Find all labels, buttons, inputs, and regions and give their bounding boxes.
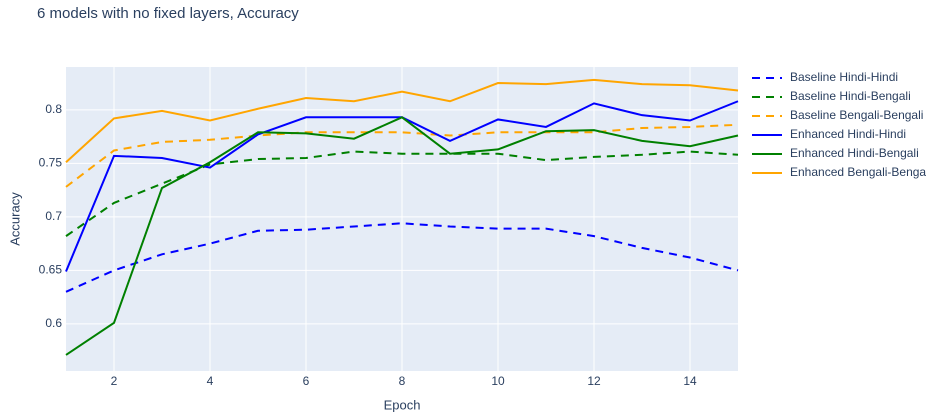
chart-title: 6 models with no fixed layers, Accuracy — [37, 5, 299, 22]
legend-label: Enhanced Bengali-Bengali — [790, 165, 926, 179]
legend-label: Enhanced Hindi-Hindi — [790, 127, 906, 141]
y-tick-label: 0.6 — [45, 316, 62, 330]
y-tick-label: 0.7 — [45, 209, 62, 223]
legend-label: Baseline Hindi-Bengali — [790, 89, 911, 103]
x-tick-label: 14 — [683, 374, 697, 388]
x-tick-label: 8 — [399, 374, 406, 388]
y-axis-label: Accuracy — [7, 192, 22, 246]
y-tick-label: 0.65 — [39, 263, 63, 277]
x-tick-label: 2 — [111, 374, 118, 388]
series-line — [65, 150, 739, 237]
series-line — [65, 78, 739, 164]
series-line — [65, 116, 739, 356]
x-tick-label: 10 — [491, 374, 505, 388]
legend-label: Enhanced Hindi-Bengali — [790, 146, 919, 160]
y-tick-label: 0.75 — [39, 156, 63, 170]
legend-label: Baseline Hindi-Hindi — [790, 70, 898, 84]
x-tick-label: 4 — [207, 374, 214, 388]
x-tick-label: 12 — [587, 374, 601, 388]
series-line — [65, 222, 739, 293]
x-axis-label: Epoch — [384, 397, 421, 412]
legend-label: Baseline Bengali-Bengali — [790, 108, 923, 122]
y-tick-label: 0.8 — [45, 102, 62, 116]
x-tick-label: 6 — [303, 374, 310, 388]
